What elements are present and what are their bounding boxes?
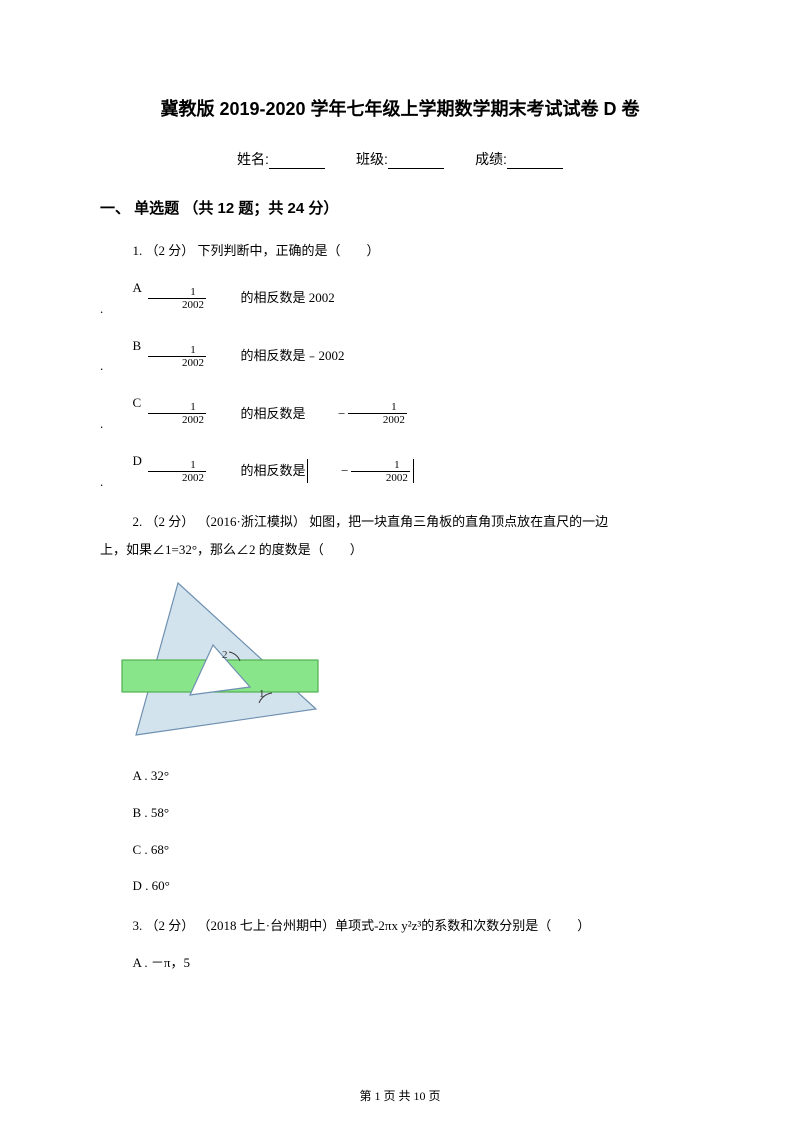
option-text: 的相反数是﹣2002	[208, 346, 345, 367]
q2-figure: 2 1	[118, 575, 328, 750]
q2-option-a: A . 32°	[100, 766, 700, 787]
q2-option-c: C . 68°	[100, 840, 700, 861]
option-text: 的相反数是 2002	[208, 288, 335, 309]
option-label: A .	[100, 278, 146, 320]
svg-text:1: 1	[259, 688, 265, 700]
section-1-header: 一、 单选题 （共 12 题；共 24 分）	[100, 197, 700, 218]
fraction-icon: 12002	[148, 459, 207, 484]
score-label: 成绩:	[475, 149, 507, 169]
abs-fraction-icon: − 12002	[306, 459, 415, 484]
option-text: 的相反数是	[208, 461, 306, 482]
option-label: C .	[100, 393, 146, 435]
fraction-icon: 12002	[148, 401, 207, 426]
q2-option-d: D . 60°	[100, 876, 700, 897]
q3-option-a: A . －π，5	[100, 953, 700, 974]
option-label: D .	[100, 451, 146, 493]
score-blank[interactable]	[507, 155, 563, 169]
page-footer: 第 1 页 共 10 页	[0, 1087, 800, 1104]
svg-text:2: 2	[222, 649, 228, 661]
name-label: 姓名:	[237, 149, 269, 169]
exam-title: 冀教版 2019-2020 学年七年级上学期数学期末考试试卷 D 卷	[100, 95, 700, 121]
option-label: B .	[100, 336, 146, 378]
option-text: 的相反数是	[208, 404, 306, 425]
class-blank[interactable]	[388, 155, 444, 169]
q2-option-b: B . 58°	[100, 803, 700, 824]
class-label: 班级:	[356, 149, 388, 169]
student-info-line: 姓名: 班级: 成绩:	[100, 149, 700, 169]
q1-stem: 1. （2 分） 下列判断中，正确的是（ ）	[100, 238, 700, 264]
neg-fraction-icon: − 12002	[306, 401, 409, 426]
q3-stem: 3. （2 分） （2018 七上·台州期中）单项式-2πx y²z³的系数和次…	[100, 913, 700, 939]
q1-option-d: D . 12002 的相反数是 − 12002	[100, 451, 700, 493]
name-blank[interactable]	[269, 155, 325, 169]
q1-option-a: A . 12002 的相反数是 2002	[100, 278, 700, 320]
fraction-icon: 12002	[148, 344, 207, 369]
q1-option-c: C . 12002 的相反数是 − 12002	[100, 393, 700, 435]
q2-stem: 2. （2 分） （2016·浙江模拟） 如图，把一块直角三角板的直角顶点放在直…	[100, 508, 700, 563]
fraction-icon: 12002	[148, 286, 207, 311]
q1-option-b: B . 12002 的相反数是﹣2002	[100, 336, 700, 378]
